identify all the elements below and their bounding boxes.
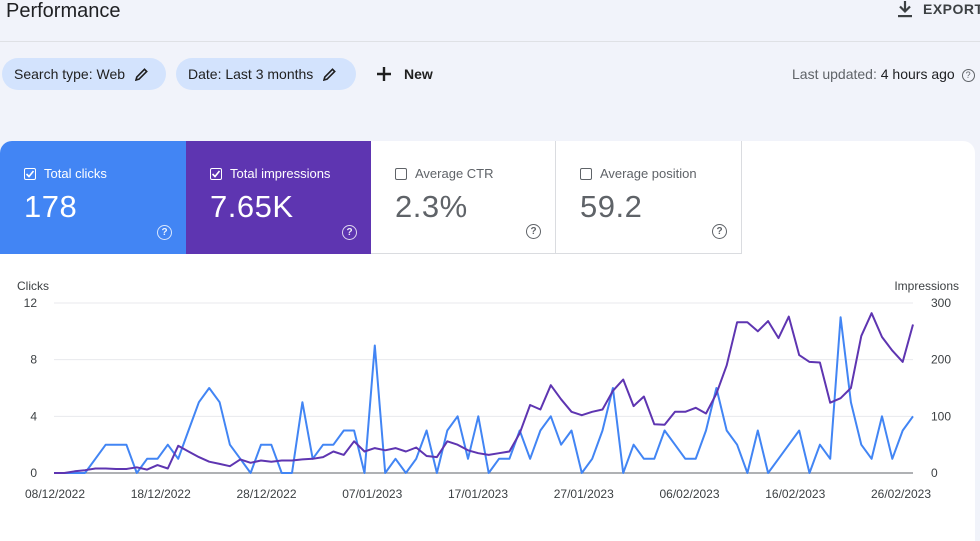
- help-icon[interactable]: ?: [526, 224, 541, 239]
- metric-value: 178: [24, 189, 78, 224]
- metric-tile-average-position[interactable]: Average position 59.2 ?: [556, 141, 742, 254]
- edit-pencil-icon: [135, 67, 148, 81]
- metric-label: Average CTR: [415, 166, 494, 181]
- last-updated: Last updated: 4 hours ago ?: [792, 66, 975, 82]
- checkbox-checked-icon[interactable]: [24, 167, 36, 180]
- x-tick-label: 16/02/2023: [765, 487, 825, 501]
- metric-tile-total-clicks[interactable]: Total clicks 178 ?: [0, 141, 186, 254]
- x-tick-label: 17/01/2023: [448, 487, 508, 501]
- top-bar: Performance EXPORT: [0, 0, 980, 42]
- help-icon[interactable]: ?: [961, 68, 975, 82]
- x-tick-label: 28/12/2022: [236, 487, 296, 501]
- y-left-tick-label: 4: [30, 409, 37, 423]
- chip-label: Date: Last 3 months: [188, 66, 314, 82]
- help-icon[interactable]: ?: [712, 224, 727, 239]
- y-right-tick-label: 0: [931, 466, 938, 480]
- metric-label: Total clicks: [44, 166, 107, 181]
- metric-tile-average-ctr[interactable]: Average CTR 2.3% ?: [371, 141, 556, 254]
- plus-icon: [377, 67, 391, 81]
- y-right-tick-label: 200: [931, 353, 951, 367]
- metric-value: 7.65K: [210, 189, 294, 224]
- y-left-tick-label: 0: [30, 466, 37, 480]
- series-line-impressions: [54, 312, 914, 474]
- last-updated-value: 4 hours ago: [880, 66, 955, 82]
- y-left-tick-label: 12: [24, 296, 38, 310]
- last-updated-prefix: Last updated:: [792, 66, 877, 82]
- search-type-chip[interactable]: Search type: Web: [2, 58, 166, 90]
- metric-value: 59.2: [580, 189, 643, 224]
- date-range-chip[interactable]: Date: Last 3 months: [176, 58, 356, 90]
- export-label: EXPORT: [923, 1, 980, 17]
- performance-chart: Clicks Impressions 0 4 8 12 0 100 200 300 08/12/20…: [17, 279, 959, 501]
- series-line-clicks: [54, 316, 914, 474]
- y-right-tick-label: 100: [931, 409, 951, 423]
- x-tick-label: 27/01/2023: [554, 487, 614, 501]
- help-icon[interactable]: ?: [342, 225, 357, 240]
- checkbox-checked-icon[interactable]: [210, 167, 222, 180]
- y-axis-right-title: Impressions: [894, 279, 959, 293]
- metric-value: 2.3%: [395, 189, 468, 224]
- new-filter-button[interactable]: New: [376, 58, 433, 90]
- checkbox-unchecked-icon[interactable]: [395, 167, 407, 180]
- x-tick-label: 07/01/2023: [342, 487, 402, 501]
- x-tick-label: 08/12/2022: [25, 487, 85, 501]
- page-title: Performance: [6, 0, 121, 22]
- export-button[interactable]: EXPORT: [897, 0, 980, 18]
- download-icon: [898, 1, 912, 18]
- metric-label: Average position: [600, 166, 697, 181]
- x-tick-label: 06/02/2023: [659, 487, 719, 501]
- new-label: New: [404, 66, 433, 82]
- x-tick-label: 26/02/2023: [871, 487, 931, 501]
- metric-label: Total impressions: [230, 166, 331, 181]
- y-left-tick-label: 8: [30, 353, 37, 367]
- chip-label: Search type: Web: [14, 66, 126, 82]
- edit-pencil-icon: [323, 67, 337, 81]
- x-tick-label: 18/12/2022: [131, 487, 191, 501]
- help-icon[interactable]: ?: [157, 225, 172, 240]
- checkbox-unchecked-icon[interactable]: [580, 167, 592, 180]
- y-axis-left-title: Clicks: [17, 279, 49, 293]
- metric-tile-total-impressions[interactable]: Total impressions 7.65K ?: [186, 141, 371, 254]
- y-right-tick-label: 300: [931, 296, 951, 310]
